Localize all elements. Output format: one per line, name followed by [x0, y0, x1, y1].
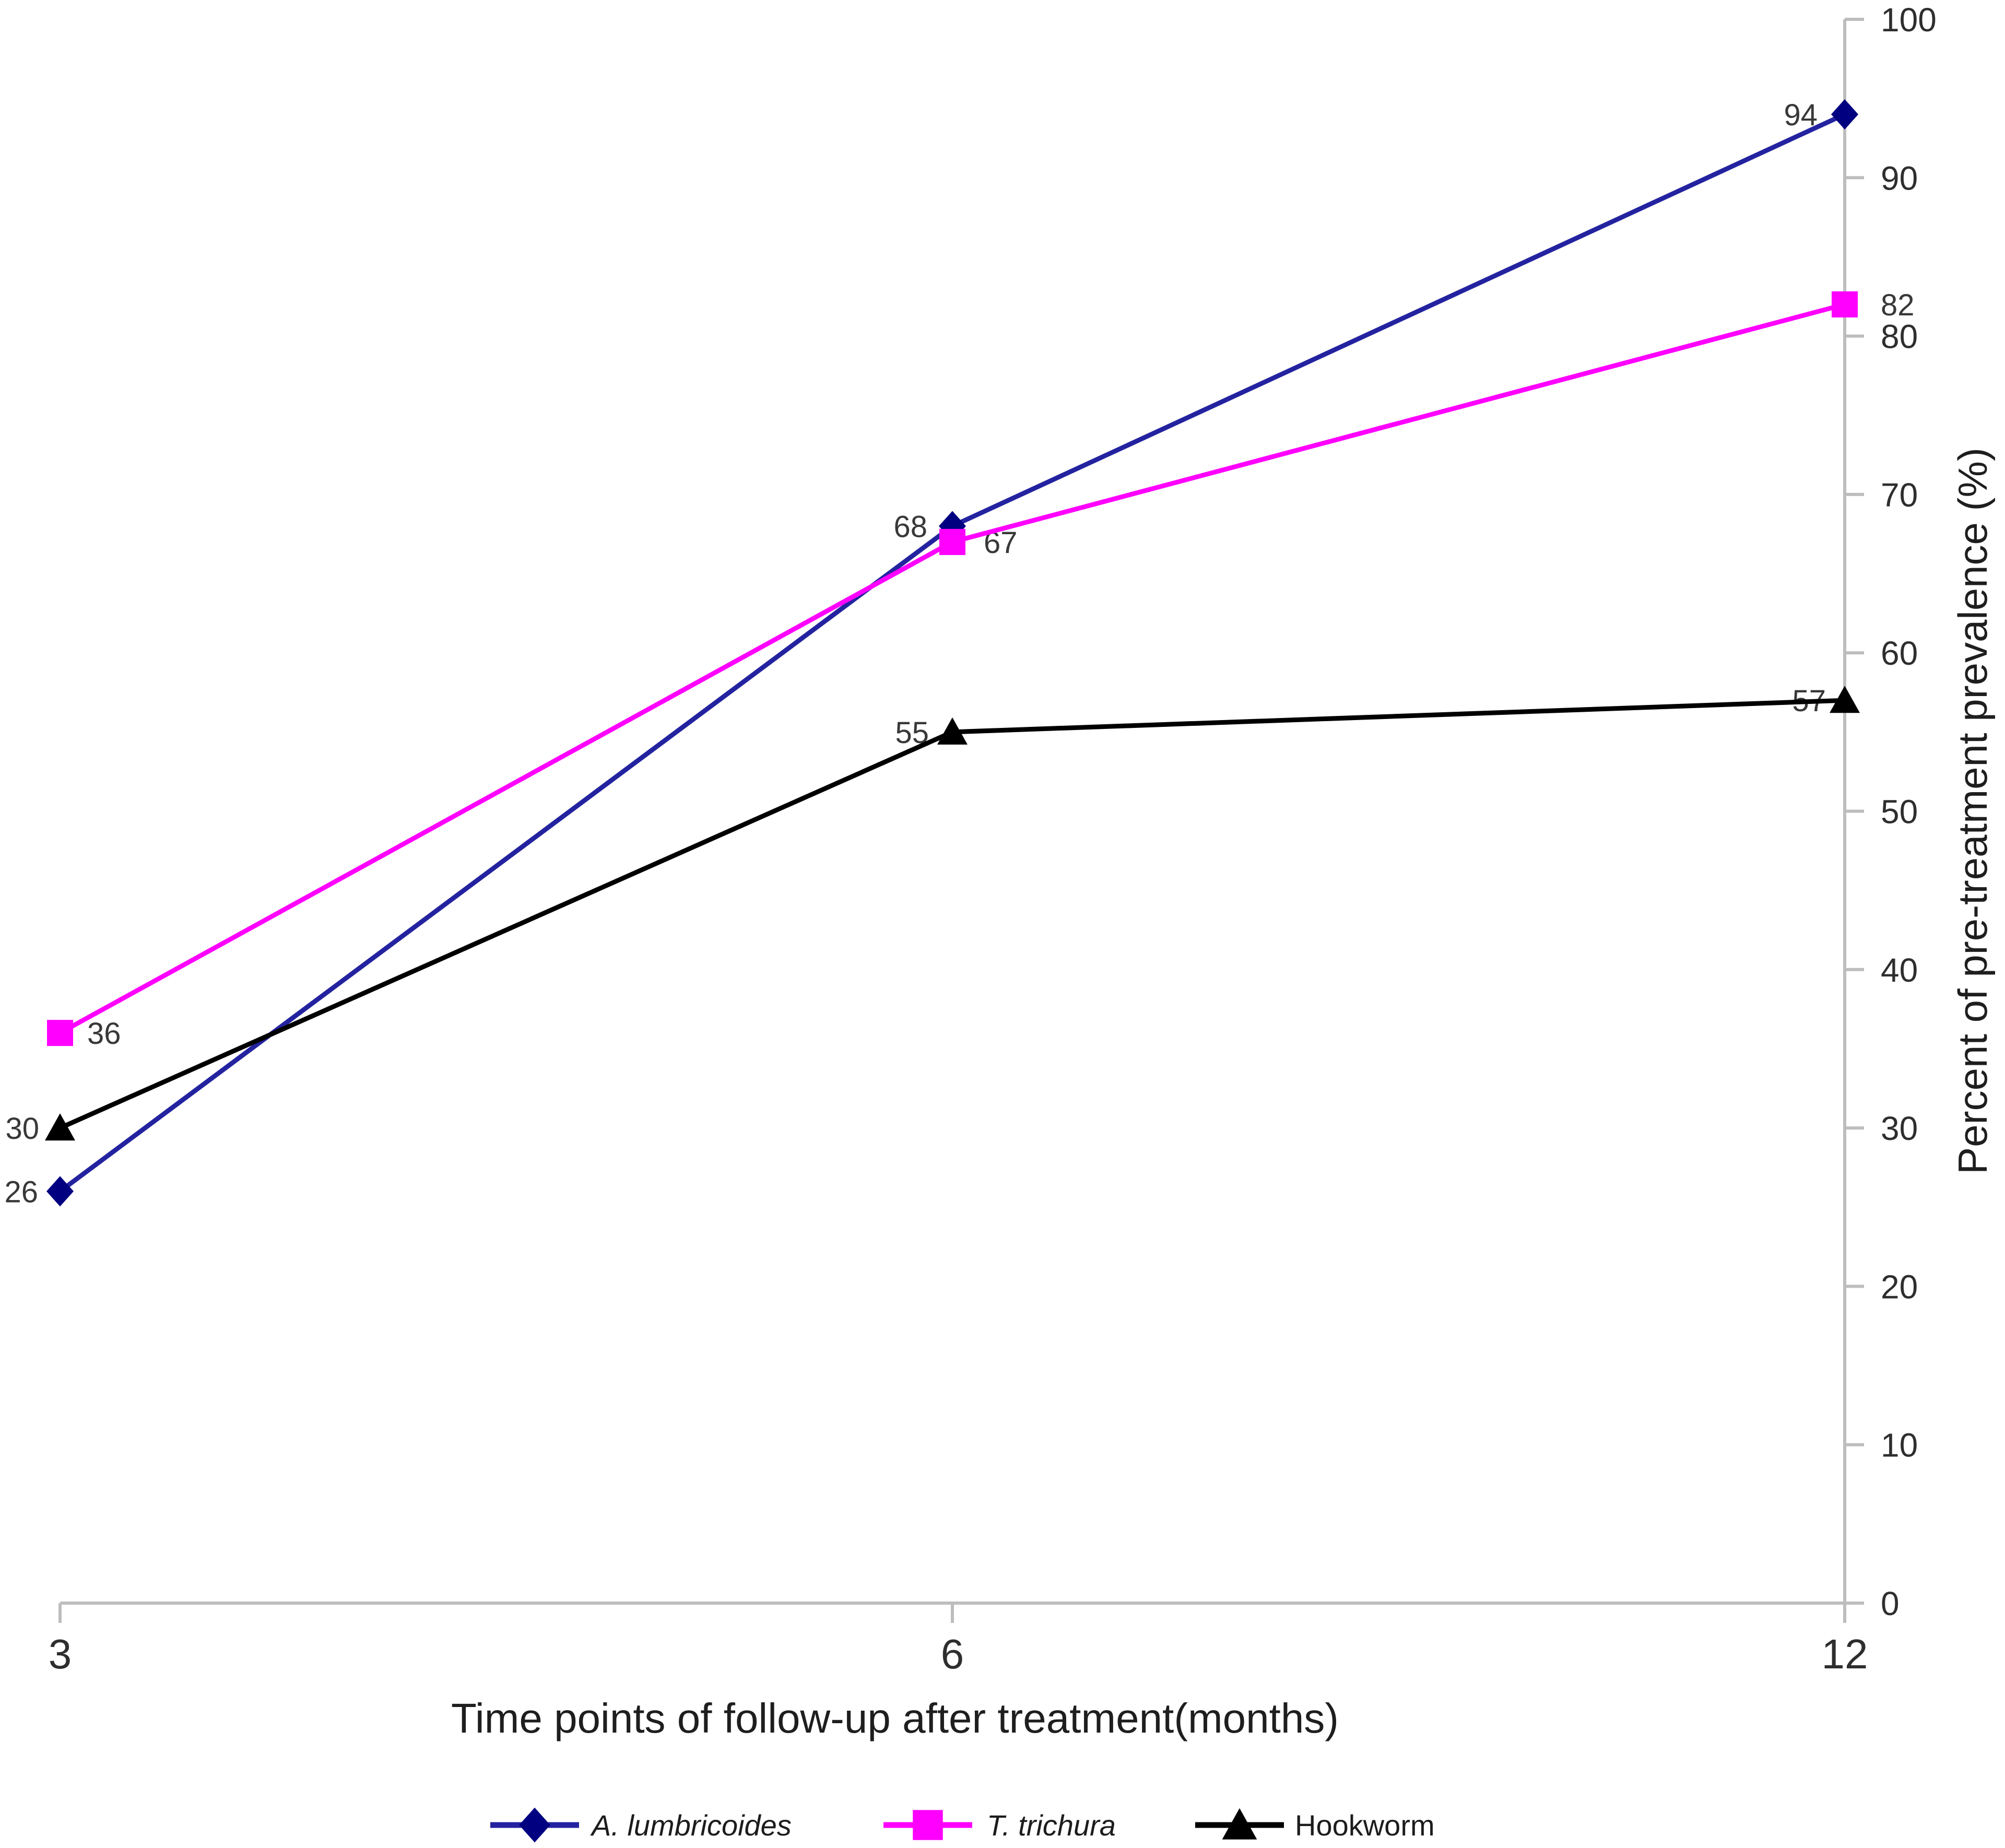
legend-item-a-lumbricoides: A. lumbricoides	[490, 1807, 792, 1843]
legend-item-t-trichura: T. trichura	[883, 1809, 1116, 1842]
data-label-a-lumbricoides-12mo: 94	[1784, 98, 1818, 132]
x-axis-title: Time points of follow-up after treatment…	[451, 1695, 1339, 1741]
y-tick-label: 50	[1881, 793, 1918, 831]
legend-item-hookworm: Hookworm	[1195, 1808, 1435, 1842]
square-marker-t-trichura-6mo	[939, 528, 965, 555]
legend-label-a-lumbricoides: A. lumbricoides	[590, 1809, 792, 1842]
y-axis-title: Percent of pre-treatment prevalence (%)	[1950, 448, 1996, 1174]
square-marker-t-trichura-12mo	[1832, 291, 1858, 317]
x-tick-label: 3	[49, 1631, 72, 1677]
y-tick-label: 80	[1881, 318, 1918, 356]
y-tick-label: 30	[1881, 1110, 1918, 1147]
y-tick-label: 10	[1881, 1427, 1918, 1464]
diamond-marker-a-lumbricoides-3mo	[46, 1176, 74, 1207]
data-label-hookworm-3mo: 30	[5, 1112, 39, 1146]
square-marker-t-trichura-3mo	[47, 1020, 73, 1046]
triangle-marker-hookworm-12mo	[1830, 686, 1860, 713]
series-line-hookworm	[59, 698, 1845, 1131]
diamond-marker-a-lumbricoides-12mo	[1831, 99, 1858, 130]
legend-label-t-trichura: T. trichura	[987, 1809, 1116, 1842]
series-line-t-trichura	[58, 302, 1846, 1035]
series-a-lumbricoides	[46, 99, 1858, 1207]
triangle-marker-hookworm-3mo	[45, 1113, 75, 1141]
y-tick-label: 100	[1881, 1, 1937, 39]
legend-label-hookworm: Hookworm	[1295, 1809, 1435, 1842]
legend-triangle-icon-hookworm	[1222, 1808, 1257, 1840]
y-tick-label: 60	[1881, 634, 1918, 672]
x-tick-label: 12	[1822, 1631, 1868, 1677]
y-tick-label: 70	[1881, 476, 1918, 514]
y-tick-label: 40	[1881, 951, 1918, 989]
y-tick-label: 20	[1881, 1268, 1918, 1305]
legend: A. lumbricoides T. trichura Hookworm	[490, 1807, 1435, 1843]
data-label-a-lumbricoides-6mo: 68	[893, 510, 927, 544]
diamond-marker-a-lumbricoides-6mo	[939, 511, 966, 542]
y-tick-label: 90	[1881, 159, 1918, 197]
series-t-trichura	[47, 291, 1858, 1046]
y-tick-label: 0	[1881, 1585, 1900, 1622]
data-label-a-lumbricoides-3mo: 26	[4, 1175, 38, 1209]
x-tick-label: 6	[941, 1631, 964, 1677]
series-hookworm	[45, 686, 1860, 1141]
legend-square-icon-t-trichura	[913, 1810, 943, 1840]
series-line-a-lumbricoides	[58, 112, 1846, 1194]
legend-diamond-icon-a-lumbricoides	[519, 1807, 550, 1843]
data-label-t-trichura-3mo: 36	[87, 1017, 121, 1051]
data-label-t-trichura-12mo: 82	[1881, 288, 1915, 322]
triangle-marker-hookworm-6mo	[937, 717, 968, 745]
